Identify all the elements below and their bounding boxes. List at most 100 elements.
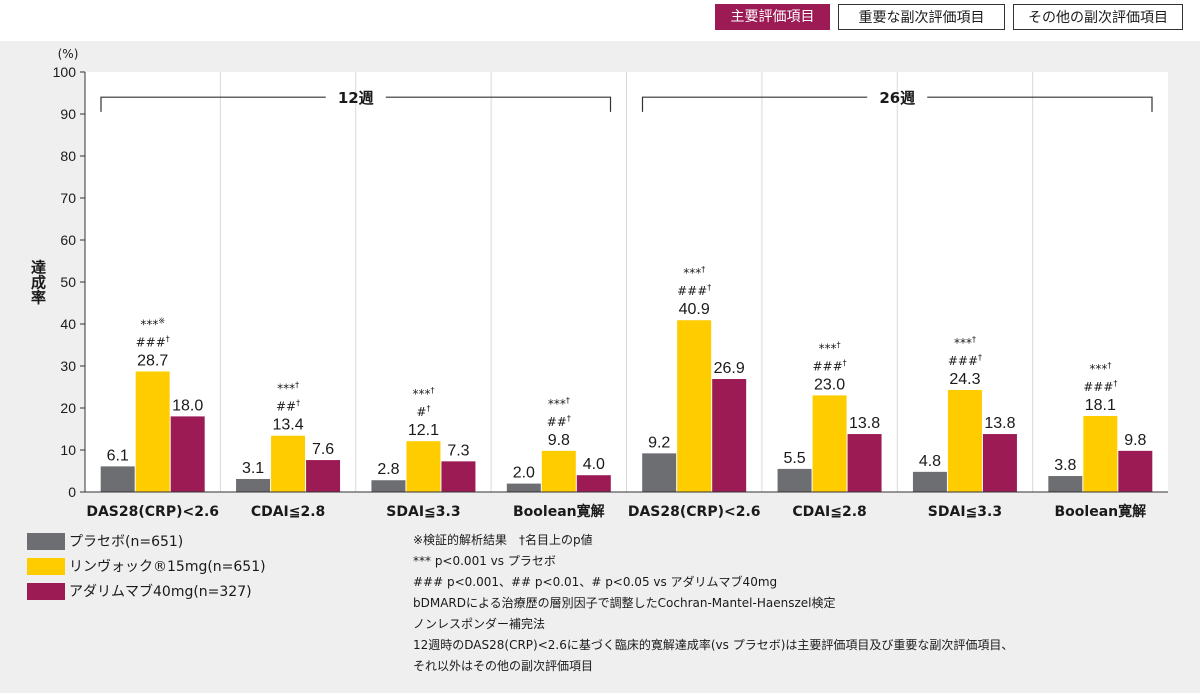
bar (441, 461, 476, 492)
significance-vs-placebo: ***† (954, 335, 976, 350)
tab-primary-endpoint[interactable]: 主要評価項目 (715, 4, 830, 30)
significance-vs-adalimumab: ###† (136, 334, 170, 349)
bar-value-label: 13.8 (849, 415, 880, 432)
bar-value-label: 28.7 (137, 352, 168, 369)
footnote-5: ノンレスポンダー補完法 (413, 617, 546, 631)
tab-key-secondary-endpoint[interactable]: 重要な副次評価項目 (838, 4, 1005, 30)
significance-vs-adalimumab: ###† (1083, 379, 1117, 394)
bar-value-label: 13.4 (272, 417, 303, 434)
legend-item-adalimumab: アダリムマブ40mg(n=327) (27, 583, 252, 601)
bar-value-label: 3.8 (1054, 457, 1076, 474)
bar (642, 453, 677, 492)
legend-swatch-placebo (27, 533, 65, 550)
bar (912, 471, 947, 492)
group-bracket-right (927, 96, 1153, 112)
significance-vs-adalimumab: ###† (948, 353, 982, 368)
significance-vs-adalimumab: ##† (276, 399, 300, 414)
bar (506, 483, 541, 492)
footnote-4: bDMARDによる治療歴の層別因子で調整したCochran-Mantel-Hae… (413, 596, 836, 610)
top-bar: 主要評価項目 重要な副次評価項目 その他の副次評価項目 (0, 0, 1200, 41)
footnote-6: 12週時のDAS28(CRP)<2.6に基づく臨床的寛解達成率(vs プラセボ)… (413, 638, 1014, 652)
bar (947, 389, 982, 492)
significance-vs-placebo: ***† (683, 265, 705, 280)
bar (1118, 450, 1153, 492)
bar-value-label: 18.0 (172, 397, 203, 414)
bar (1083, 415, 1118, 492)
bar-value-label: 3.1 (242, 460, 264, 477)
bar-value-label: 7.6 (312, 441, 334, 458)
bar (982, 434, 1017, 492)
x-tick-label: DAS28(CRP)<2.6 (86, 504, 219, 520)
bar-value-label: 7.3 (447, 442, 469, 459)
group-label: 26週 (879, 89, 915, 107)
y-tick-label: 40 (60, 316, 76, 332)
x-tick-label: SDAI≦3.3 (386, 504, 460, 520)
x-tick-label: DAS28(CRP)<2.6 (628, 504, 761, 520)
footnote-7: それ以外はその他の副次評価項目 (413, 659, 594, 673)
bar-value-label: 9.8 (1124, 432, 1146, 449)
bar (135, 371, 170, 492)
footnote-3: ### p<0.001、## p<0.01、# p<0.05 vs アダリムマブ… (413, 575, 778, 589)
y-tick-label: 50 (60, 274, 76, 290)
bar (1048, 476, 1083, 492)
bar (236, 478, 271, 492)
bar-value-label: 9.2 (648, 434, 670, 451)
bar (777, 468, 812, 492)
y-tick-label: 100 (53, 64, 77, 80)
bar-value-label: 40.9 (679, 301, 710, 318)
bar-value-label: 24.3 (949, 371, 980, 388)
bar-value-label: 2.8 (377, 461, 399, 478)
footnote-2: *** p<0.001 vs プラセボ (413, 554, 556, 568)
bar (100, 466, 135, 492)
x-tick-label: Boolean寛解 (513, 503, 605, 520)
bar (306, 460, 341, 492)
bar-value-label: 5.5 (783, 450, 805, 467)
legend-swatch-adalimumab (27, 583, 65, 600)
bar (541, 450, 576, 492)
y-axis-title: 達成率 (29, 259, 47, 306)
y-tick-label: 60 (60, 232, 76, 248)
bar-value-label: 6.1 (107, 447, 129, 464)
bar (812, 395, 847, 492)
x-tick-label: SDAI≦3.3 (928, 504, 1002, 520)
group-bracket-right (385, 96, 612, 112)
y-tick-label: 70 (60, 190, 76, 206)
bar-value-label: 2.0 (513, 465, 535, 482)
significance-vs-placebo: ***† (1089, 361, 1111, 376)
legend-label-upadacitinib: リンヴォック®15mg(n=651) (69, 559, 266, 575)
bar-value-label: 9.8 (548, 432, 570, 449)
group-bracket-left (641, 96, 868, 112)
y-tick-label: 20 (60, 400, 76, 416)
legend-item-upadacitinib: リンヴォック®15mg(n=651) (27, 558, 266, 576)
significance-vs-adalimumab: ##† (547, 414, 571, 429)
significance-vs-adalimumab: ###† (812, 358, 846, 373)
significance-vs-placebo: ***† (412, 386, 434, 401)
y-tick-label: 0 (68, 484, 76, 500)
bar-value-label: 13.8 (984, 415, 1015, 432)
y-tick-label: 30 (60, 358, 76, 374)
bar-value-label: 26.9 (714, 360, 745, 377)
legend-label-placebo: プラセボ(n=651) (69, 534, 184, 550)
y-axis-unit: (%) (58, 47, 79, 61)
bar-value-label: 12.1 (408, 422, 439, 439)
x-tick-label: Boolean寛解 (1055, 503, 1147, 520)
significance-vs-placebo: ***† (819, 340, 841, 355)
legend-swatch-upadacitinib (27, 558, 65, 575)
bar-value-label: 4.0 (583, 456, 605, 473)
group-label: 12週 (338, 89, 374, 107)
y-tick-label: 80 (60, 148, 76, 164)
y-tick-label: 10 (60, 442, 76, 458)
bar-value-label: 18.1 (1085, 397, 1116, 414)
bar (677, 320, 712, 492)
bar (371, 480, 406, 492)
tab-other-secondary-endpoint[interactable]: その他の副次評価項目 (1013, 4, 1183, 30)
bar-chart: 12週 26週 6.1 28.7 18.0 ***※ ###† 3.1 13.4 7.6 ***†… (29, 47, 1168, 520)
bar (271, 435, 306, 492)
legend-item-placebo: プラセボ(n=651) (27, 533, 183, 551)
group-bracket-left (100, 96, 326, 112)
bar (712, 379, 747, 492)
footnote-1: ※検証的解析結果 †名目上のp値 (413, 533, 593, 547)
bar (170, 416, 205, 492)
x-tick-label: CDAI≦2.8 (251, 504, 325, 520)
significance-vs-adalimumab: #† (416, 404, 430, 419)
